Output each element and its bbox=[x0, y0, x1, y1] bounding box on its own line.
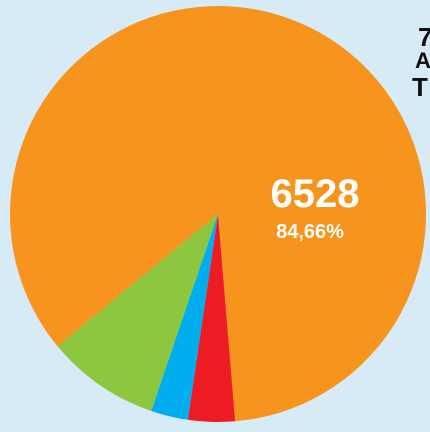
cut-off-text-1: 7 bbox=[418, 22, 430, 52]
slice-green bbox=[57, 214, 218, 411]
slice-percent-label: 84,66% bbox=[276, 221, 344, 243]
slice-red bbox=[187, 214, 236, 423]
slice-blue bbox=[151, 214, 218, 420]
slice-orange bbox=[10, 6, 427, 422]
slice-value-label: 6528 bbox=[271, 172, 360, 216]
cut-off-text-3: T bbox=[412, 72, 428, 102]
cut-off-text-2: A bbox=[415, 48, 430, 73]
